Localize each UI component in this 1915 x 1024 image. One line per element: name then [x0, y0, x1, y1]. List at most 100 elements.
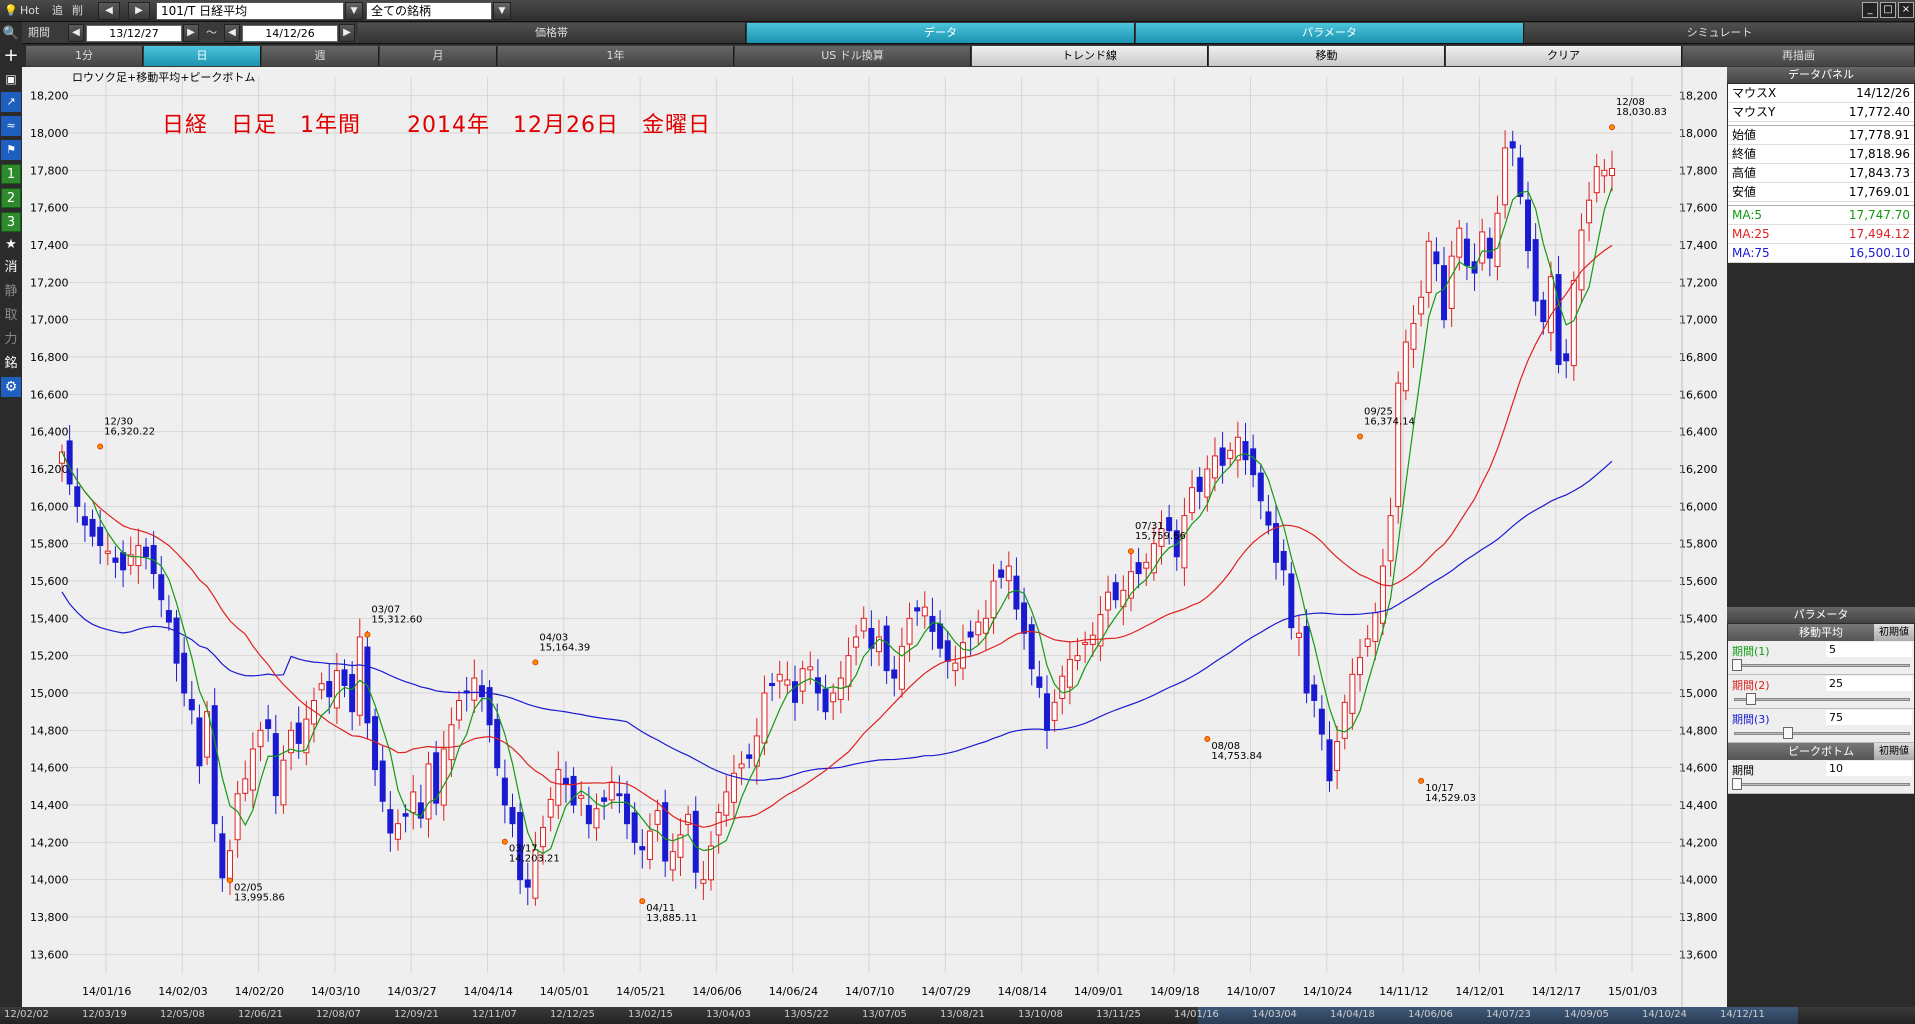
candle-body	[456, 699, 463, 721]
hot-button[interactable]: Hot	[20, 4, 40, 17]
y-tick-label-left: 15,000	[30, 687, 69, 700]
close-icon[interactable]: ×	[1898, 2, 1914, 18]
candle-body	[1097, 614, 1104, 647]
param-slider-thumb[interactable]	[1783, 727, 1793, 739]
delete-button[interactable]: 削	[72, 4, 83, 17]
date-from-prev-icon[interactable]: ◀	[68, 24, 84, 42]
candle-body	[547, 798, 554, 818]
symbol-dropdown-icon[interactable]: ▼	[345, 2, 363, 20]
flag-icon[interactable]: ⚑	[1, 140, 21, 160]
chart-line-icon[interactable]: ↗	[1, 92, 21, 112]
param-slider-track[interactable]	[1734, 783, 1910, 786]
candlestick-chart[interactable]: 13,600 13,600 13,800 13,800 14,000 14,000 14,2…	[22, 67, 1727, 1007]
still-button[interactable]: 静	[4, 284, 18, 299]
peak-bottom-marker	[1609, 124, 1615, 131]
next-symbol-button[interactable]: ▶	[128, 2, 150, 20]
param-value-field[interactable]: 25	[1826, 676, 1912, 691]
preset-2-button[interactable]: 2	[1, 188, 21, 208]
timeline-scrollbar[interactable]: 12/02/02 12/03/19 12/05/08 12/06/21 12/08/07…	[0, 1007, 1915, 1024]
tab-1year[interactable]: 1年	[498, 46, 734, 66]
tab-daily[interactable]: 日	[144, 46, 261, 66]
stock-button[interactable]: 銘	[4, 356, 18, 371]
date-from-next-icon[interactable]: ▶	[183, 24, 199, 42]
view-toolbar: 1分 日 週 月 1年 US ドル換算 トレンド線 移動 クリア 再描画	[26, 45, 1915, 67]
preset-3-button[interactable]: 3	[1, 212, 21, 232]
preset-1-button[interactable]: 1	[1, 164, 21, 184]
param-slider-track[interactable]	[1734, 732, 1910, 735]
candle-body	[746, 754, 753, 759]
tab-monthly[interactable]: 月	[380, 46, 497, 66]
tab-weekly[interactable]: 週	[262, 46, 379, 66]
candle-body	[692, 810, 699, 873]
param-value-field[interactable]: 10	[1826, 761, 1912, 776]
tab-simulate[interactable]: シミュレート	[1525, 23, 1915, 43]
reset-button[interactable]: 初期値	[1874, 743, 1914, 760]
tab-price-band[interactable]: 価格帯	[358, 23, 746, 43]
trade-button[interactable]: 取	[4, 308, 18, 323]
chart-compare-icon[interactable]: ≈	[1, 116, 21, 136]
annotation-value: 13,885.11	[646, 913, 697, 924]
star-icon[interactable]: ★	[5, 237, 17, 252]
param-value-field[interactable]: 5	[1826, 642, 1912, 657]
data-value: 17,747.70	[1848, 208, 1910, 222]
candle-body	[1288, 573, 1295, 629]
candle-body	[685, 813, 692, 826]
candle-body	[914, 607, 921, 612]
search-icon[interactable]: 🔍	[2, 26, 20, 41]
tab-usd-convert[interactable]: US ドル換算	[735, 46, 971, 66]
clear-button[interactable]: クリア	[1446, 46, 1682, 66]
y-tick-label-right: 18,200	[1679, 90, 1718, 103]
reset-button[interactable]: 初期値	[1874, 624, 1914, 641]
universe-select[interactable]: 全ての銘柄	[366, 2, 492, 20]
gear-icon[interactable]: ⚙	[1, 377, 21, 397]
candle-body	[677, 834, 684, 858]
ma5-line	[61, 186, 1613, 855]
chart-area[interactable]: 13,600 13,600 13,800 13,800 14,000 14,000 14,2…	[22, 67, 1727, 1007]
bulb-icon[interactable]: 💡	[4, 4, 18, 17]
tab-1min[interactable]: 1分	[26, 46, 143, 66]
timeline-selection[interactable]	[1198, 1007, 1798, 1024]
date-to-next-icon[interactable]: ▶	[339, 24, 355, 42]
date-to-field[interactable]: 14/12/26	[242, 25, 338, 42]
move-button[interactable]: 移動	[1209, 46, 1445, 66]
universe-dropdown-icon[interactable]: ▼	[493, 2, 511, 20]
erase-button[interactable]: 消	[4, 260, 18, 275]
y-tick-label-right: 14,200	[1679, 836, 1718, 849]
param-slider-thumb[interactable]	[1732, 778, 1742, 790]
maximize-icon[interactable]: □	[1880, 2, 1896, 18]
candle-body	[753, 735, 760, 767]
date-to-prev-icon[interactable]: ◀	[224, 24, 240, 42]
x-tick-label: 14/08/14	[998, 985, 1047, 998]
candle-body	[1127, 571, 1134, 599]
power-button[interactable]: 力	[4, 332, 18, 347]
param-slider-thumb[interactable]	[1732, 659, 1742, 671]
date-from-field[interactable]: 13/12/27	[86, 25, 182, 42]
param-slider-track[interactable]	[1734, 698, 1910, 701]
camera-icon[interactable]: ▣	[5, 72, 17, 86]
param-value-field[interactable]: 75	[1826, 710, 1912, 725]
param-slider-thumb[interactable]	[1745, 693, 1756, 705]
param-row: 期間(2) 25	[1728, 675, 1914, 709]
candle-body	[1074, 655, 1081, 661]
tab-parameter[interactable]: パラメータ	[1136, 23, 1524, 43]
tab-data[interactable]: データ	[747, 23, 1135, 43]
candle-body	[570, 775, 577, 806]
candle-body	[97, 526, 104, 547]
trendline-button[interactable]: トレンド線	[972, 46, 1208, 66]
candle-body	[1181, 515, 1188, 569]
minimize-icon[interactable]: _	[1862, 2, 1878, 18]
data-row: マウスX 14/12/26	[1728, 84, 1914, 103]
redraw-button[interactable]: 再描画	[1683, 46, 1915, 66]
candle-body	[1204, 468, 1211, 498]
data-panel-title: データパネル	[1727, 67, 1915, 83]
prev-symbol-button[interactable]: ◀	[98, 2, 120, 20]
symbol-field[interactable]: 101/T 日経平均	[156, 2, 344, 20]
y-tick-label-right: 17,400	[1679, 239, 1718, 252]
add-button[interactable]: 追	[52, 4, 63, 17]
crosshair-icon[interactable]: +	[3, 45, 19, 66]
data-key: MA:5	[1732, 208, 1763, 222]
param-slider-track[interactable]	[1734, 664, 1910, 667]
candle-body	[624, 793, 631, 825]
left-toolbar: 🔍 + ▣ ↗ ≈ ⚑ 1 2 3 ★ 消 静 取 力 銘 ⚙	[0, 22, 22, 1024]
candle-body	[1395, 382, 1402, 508]
